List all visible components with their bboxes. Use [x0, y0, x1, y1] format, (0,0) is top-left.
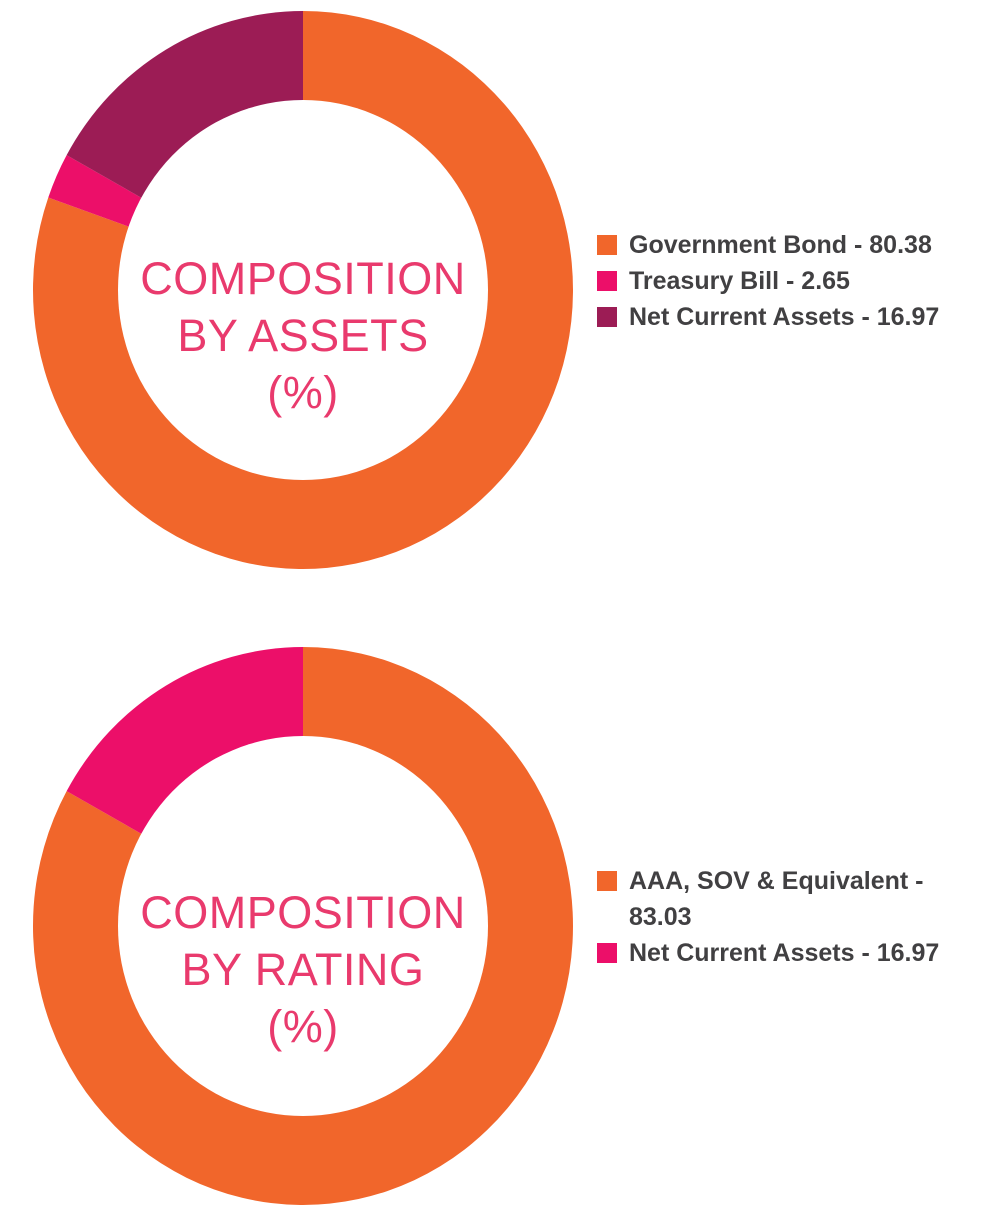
legend-composition-by-rating: AAA, SOV & Equivalent - 83.03 Net Curren…: [597, 863, 983, 971]
legend-label: Government Bond - 80.38: [629, 231, 932, 259]
title-line: BY ASSETS: [177, 310, 429, 361]
legend-label: Net Current Assets - 16.97: [629, 939, 940, 967]
legend-swatch-net-current-assets: [597, 307, 617, 327]
legend-composition-by-assets: Government Bond - 80.38 Treasury Bill - …: [597, 227, 983, 335]
title-line: BY RATING: [181, 944, 425, 995]
legend-item: Government Bond - 80.38: [597, 227, 983, 263]
legend-item: Net Current Assets - 16.97: [597, 299, 983, 335]
donut-center-title-rating: COMPOSITION BY RATING (%): [93, 884, 513, 1055]
donut-chart-composition-by-rating: [32, 647, 573, 1205]
title-line: COMPOSITION: [140, 253, 466, 304]
title-line: (%): [267, 1001, 339, 1052]
legend-item: AAA, SOV & Equivalent - 83.03: [597, 863, 983, 935]
legend-swatch-aaa-sov-equivalent: [597, 871, 617, 891]
title-line: COMPOSITION: [140, 887, 466, 938]
donut-hole: [118, 736, 488, 1116]
legend-swatch-treasury-bill: [597, 271, 617, 291]
title-line: (%): [267, 367, 339, 418]
legend-label: AAA, SOV & Equivalent - 83.03: [629, 867, 924, 931]
donut-chart-composition-by-assets: [32, 11, 573, 569]
legend-label: Treasury Bill - 2.65: [629, 267, 850, 295]
legend-item: Net Current Assets - 16.97: [597, 935, 983, 971]
donut-hole: [118, 100, 488, 480]
legend-label: Net Current Assets - 16.97: [629, 303, 940, 331]
donut-center-title-assets: COMPOSITION BY ASSETS (%): [93, 250, 513, 421]
legend-item: Treasury Bill - 2.65: [597, 263, 983, 299]
legend-swatch-net-current-assets: [597, 943, 617, 963]
legend-swatch-government-bond: [597, 235, 617, 255]
